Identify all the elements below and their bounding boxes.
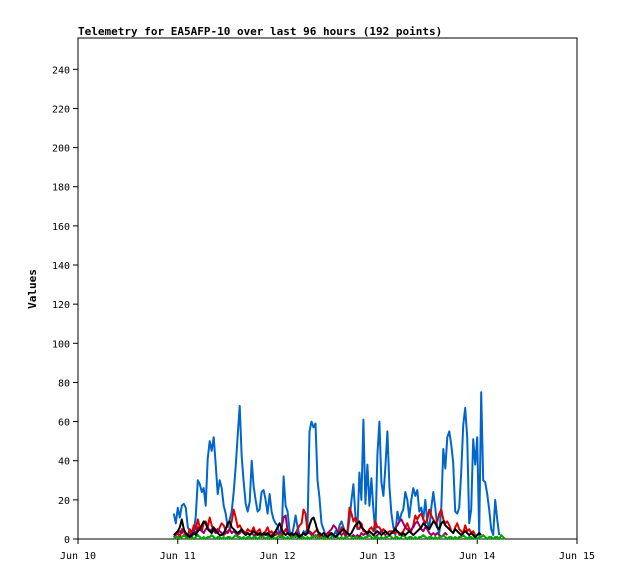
- y-tick-label: 0: [64, 535, 70, 546]
- series-line-0: [172, 391, 501, 538]
- y-tick-label: 100: [52, 339, 70, 350]
- y-tick-label: 140: [52, 261, 70, 272]
- y-tick-label: 180: [52, 183, 70, 194]
- y-tick-label: 240: [52, 65, 70, 76]
- y-axis: 0 20 40 60 80 100 120 140 160 180 200 220 240: [52, 65, 78, 546]
- series-line-4: [173, 516, 482, 538]
- x-axis: Jun 10 Jun 11 Jun 12 Jun 13 Jun 14 Jun 15: [60, 539, 595, 562]
- x-tick-label: Jun 14: [459, 551, 495, 562]
- y-axis-label: Values: [26, 269, 39, 309]
- y-tick-label: 40: [58, 457, 70, 468]
- y-tick-label: 160: [52, 222, 70, 233]
- y-tick-label: 60: [58, 418, 70, 429]
- y-tick-label: 80: [58, 378, 70, 389]
- x-tick-label: Jun 13: [359, 551, 395, 562]
- y-tick-label: 20: [58, 496, 70, 507]
- y-tick-label: 220: [52, 104, 70, 115]
- x-tick-label: Jun 11: [160, 551, 196, 562]
- chart-title: Telemetry for EA5AFP-10 over last 96 hou…: [78, 25, 442, 38]
- plot-frame: [77, 37, 578, 540]
- series-line-2: [173, 514, 449, 538]
- series-line-3: [173, 534, 506, 540]
- x-tick-label: Jun 10: [60, 551, 96, 562]
- series-lines: [172, 391, 506, 540]
- x-tick-label: Jun 12: [260, 551, 296, 562]
- y-tick-label: 120: [52, 300, 70, 311]
- y-tick-label: 200: [52, 144, 70, 155]
- x-tick-label: Jun 15: [559, 551, 595, 562]
